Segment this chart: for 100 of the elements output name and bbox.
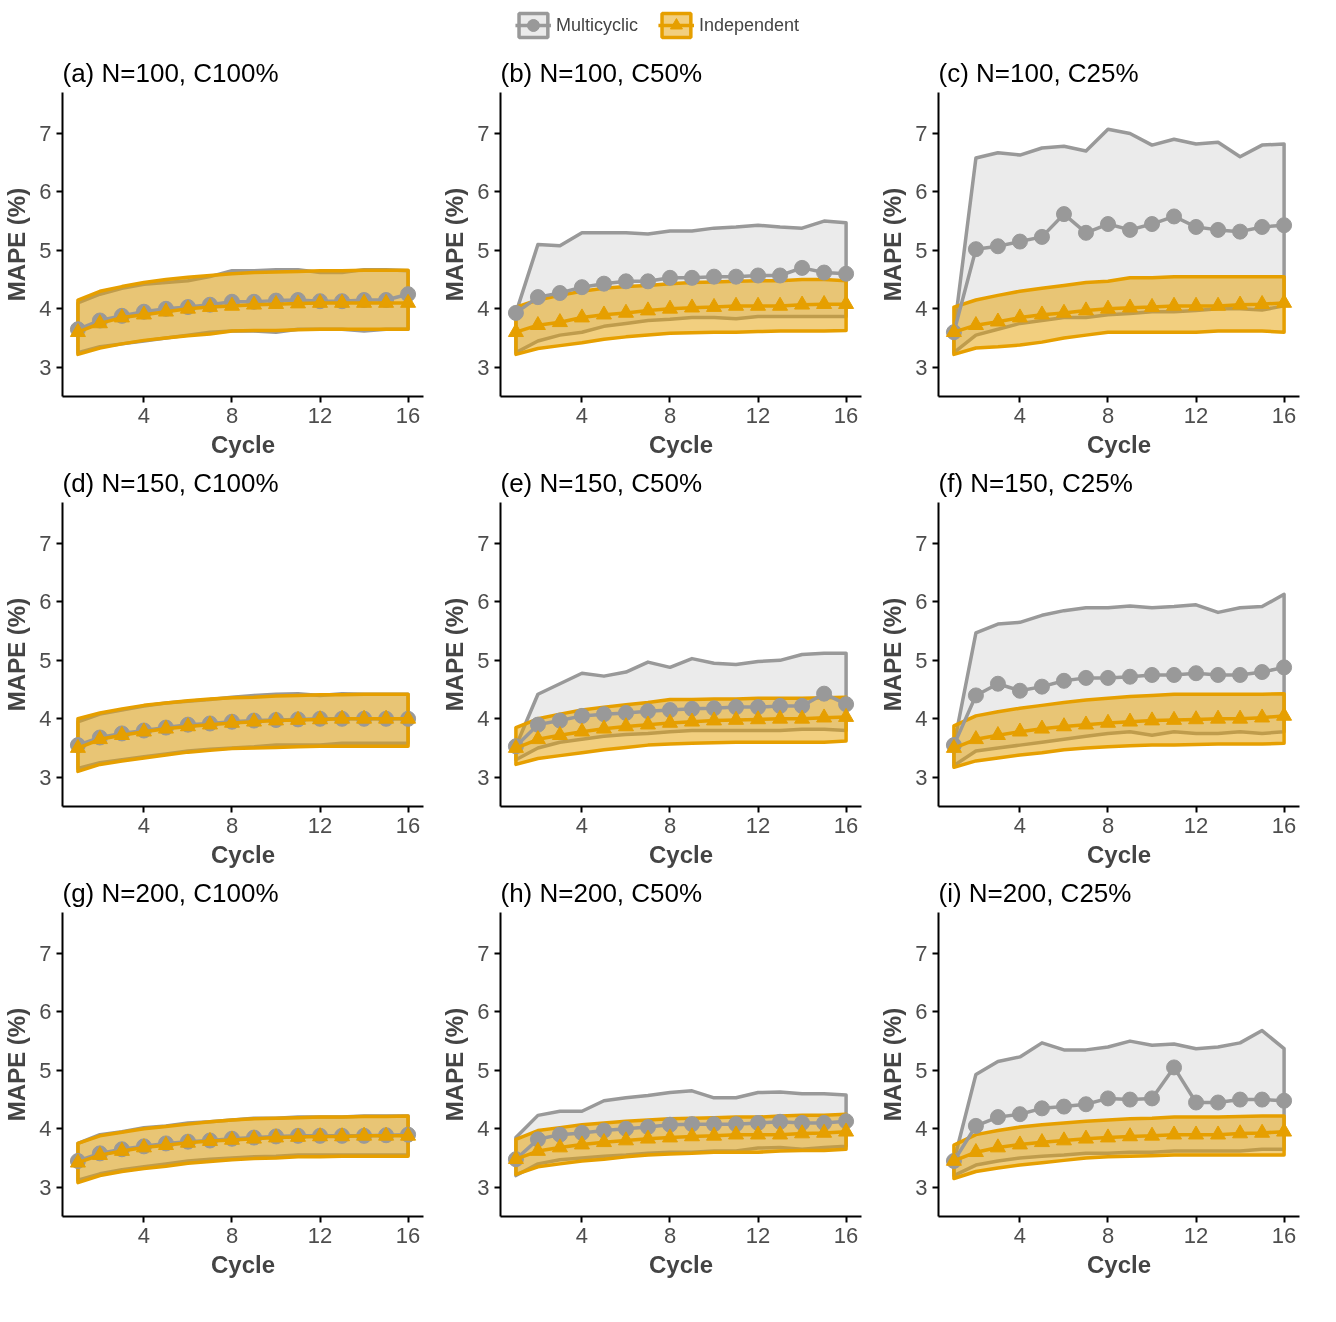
x-axis-title: Cycle	[1086, 430, 1152, 458]
y-tick-label: 7	[477, 530, 490, 556]
y-tick-label: 4	[39, 1116, 52, 1142]
x-tick-label: 8	[225, 812, 239, 838]
y-tick-label: 3	[39, 764, 52, 790]
y-tick-label: 5	[915, 237, 928, 263]
y-tick-label: 3	[477, 1174, 490, 1200]
y-tick-label: 3	[39, 1174, 52, 1200]
x-tick-label: 4	[575, 402, 589, 428]
y-tick-label: 4	[477, 706, 490, 732]
y-tick-label: 7	[915, 530, 928, 556]
y-tick-label: 4	[39, 296, 52, 322]
x-tick-label: 8	[225, 1222, 239, 1248]
y-tick-label: 5	[39, 647, 52, 673]
y-tick-label: 5	[477, 1057, 490, 1083]
y-axis-title: MAPE (%)	[879, 597, 907, 712]
y-tick-label: 7	[477, 120, 490, 146]
x-tick-label: 12	[1183, 1222, 1209, 1248]
x-tick-label: 16	[833, 1222, 859, 1248]
x-tick-label: 4	[137, 812, 151, 838]
x-axis-title: Cycle	[1086, 840, 1152, 868]
x-tick-label: 8	[663, 812, 677, 838]
x-tick-label: 16	[395, 402, 421, 428]
x-tick-label: 16	[1271, 1222, 1297, 1248]
x-tick-label: 12	[307, 1222, 333, 1248]
chart-title: (f) N=150, C25%	[938, 467, 1133, 498]
y-axis-title: MAPE (%)	[441, 597, 469, 712]
chart-title: (a) N=100, C100%	[62, 57, 279, 88]
x-tick-label: 8	[663, 1222, 677, 1248]
y-tick-label: 5	[477, 647, 490, 673]
y-tick-label: 6	[477, 179, 490, 205]
x-tick-label: 16	[833, 812, 859, 838]
chart-title: (g) N=200, C100%	[62, 877, 279, 908]
chart-title: (e) N=150, C50%	[500, 467, 703, 498]
x-tick-label: 4	[137, 402, 151, 428]
y-tick-label: 3	[915, 354, 928, 380]
y-tick-label: 5	[39, 1057, 52, 1083]
x-tick-label: 4	[1013, 1222, 1027, 1248]
x-tick-label: 12	[307, 812, 333, 838]
y-tick-label: 6	[915, 999, 928, 1025]
x-tick-label: 16	[395, 812, 421, 838]
y-tick-label: 5	[39, 237, 52, 263]
x-tick-label: 12	[745, 812, 771, 838]
y-tick-label: 3	[915, 764, 928, 790]
y-axis-title: MAPE (%)	[441, 1007, 469, 1122]
x-tick-label: 4	[1013, 402, 1027, 428]
y-tick-label: 6	[39, 999, 52, 1025]
chart-title: (h) N=200, C50%	[500, 877, 703, 908]
x-axis-title: Cycle	[648, 1250, 714, 1278]
x-axis-title: Cycle	[1086, 1250, 1152, 1278]
x-axis-title: Cycle	[210, 430, 276, 458]
y-tick-label: 4	[39, 706, 52, 732]
chart-title: (d) N=150, C100%	[62, 467, 279, 498]
y-tick-label: 7	[39, 530, 52, 556]
x-tick-label: 4	[575, 1222, 589, 1248]
x-axis-title: Cycle	[210, 1250, 276, 1278]
x-tick-label: 16	[1271, 812, 1297, 838]
x-axis-title: Cycle	[648, 840, 714, 868]
chart-title: (i) N=200, C25%	[938, 877, 1132, 908]
y-tick-label: 6	[477, 999, 490, 1025]
y-tick-label: 5	[477, 237, 490, 263]
x-tick-label: 8	[1101, 812, 1115, 838]
y-tick-label: 7	[39, 940, 52, 966]
x-tick-label: 12	[745, 402, 771, 428]
y-tick-label: 6	[477, 589, 490, 615]
y-tick-label: 4	[915, 706, 928, 732]
x-tick-label: 12	[1183, 812, 1209, 838]
x-axis-title: Cycle	[648, 430, 714, 458]
y-tick-label: 6	[39, 589, 52, 615]
x-tick-label: 16	[395, 1222, 421, 1248]
x-tick-label: 8	[663, 402, 677, 428]
y-axis-title: MAPE (%)	[879, 187, 907, 302]
y-tick-label: 4	[915, 296, 928, 322]
chart-title: (c) N=100, C25%	[938, 57, 1139, 88]
y-axis-title: MAPE (%)	[879, 1007, 907, 1122]
x-tick-label: 4	[137, 1222, 151, 1248]
y-tick-label: 3	[477, 764, 490, 790]
y-tick-label: 6	[915, 589, 928, 615]
y-axis-title: MAPE (%)	[3, 187, 31, 302]
y-tick-label: 5	[915, 647, 928, 673]
y-tick-label: 6	[915, 179, 928, 205]
y-tick-label: 4	[477, 296, 490, 322]
x-tick-label: 4	[1013, 812, 1027, 838]
x-tick-label: 8	[225, 402, 239, 428]
y-tick-label: 6	[39, 179, 52, 205]
x-tick-label: 12	[745, 1222, 771, 1248]
y-tick-label: 3	[915, 1174, 928, 1200]
y-axis-title: MAPE (%)	[3, 1007, 31, 1122]
y-axis-title: MAPE (%)	[3, 597, 31, 712]
x-tick-label: 8	[1101, 402, 1115, 428]
y-tick-label: 7	[39, 120, 52, 146]
x-tick-label: 16	[833, 402, 859, 428]
y-tick-label: 3	[477, 354, 490, 380]
y-axis-title: MAPE (%)	[441, 187, 469, 302]
x-tick-label: 12	[1183, 402, 1209, 428]
legend-label: Multicyclic	[555, 14, 638, 36]
x-tick-label: 4	[575, 812, 589, 838]
y-tick-label: 7	[915, 120, 928, 146]
x-axis-title: Cycle	[210, 840, 276, 868]
x-tick-label: 8	[1101, 1222, 1115, 1248]
